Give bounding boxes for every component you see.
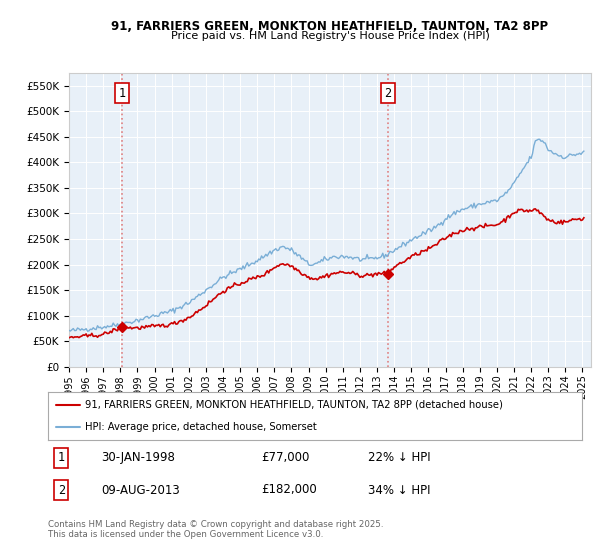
Text: 22% ↓ HPI: 22% ↓ HPI (368, 451, 431, 464)
Text: 1: 1 (58, 451, 65, 464)
Text: 1: 1 (118, 87, 125, 100)
Text: Price paid vs. HM Land Registry's House Price Index (HPI): Price paid vs. HM Land Registry's House … (170, 31, 490, 41)
Text: 34% ↓ HPI: 34% ↓ HPI (368, 483, 431, 497)
Text: 2: 2 (384, 87, 391, 100)
Text: 2: 2 (58, 483, 65, 497)
Text: Contains HM Land Registry data © Crown copyright and database right 2025.
This d: Contains HM Land Registry data © Crown c… (48, 520, 383, 539)
Text: 91, FARRIERS GREEN, MONKTON HEATHFIELD, TAUNTON, TA2 8PP (detached house): 91, FARRIERS GREEN, MONKTON HEATHFIELD, … (85, 400, 503, 410)
Text: HPI: Average price, detached house, Somerset: HPI: Average price, detached house, Some… (85, 422, 317, 432)
Text: 91, FARRIERS GREEN, MONKTON HEATHFIELD, TAUNTON, TA2 8PP: 91, FARRIERS GREEN, MONKTON HEATHFIELD, … (112, 20, 548, 32)
Text: £182,000: £182,000 (262, 483, 317, 497)
Text: 09-AUG-2013: 09-AUG-2013 (101, 483, 180, 497)
Text: £77,000: £77,000 (262, 451, 310, 464)
Text: 30-JAN-1998: 30-JAN-1998 (101, 451, 175, 464)
